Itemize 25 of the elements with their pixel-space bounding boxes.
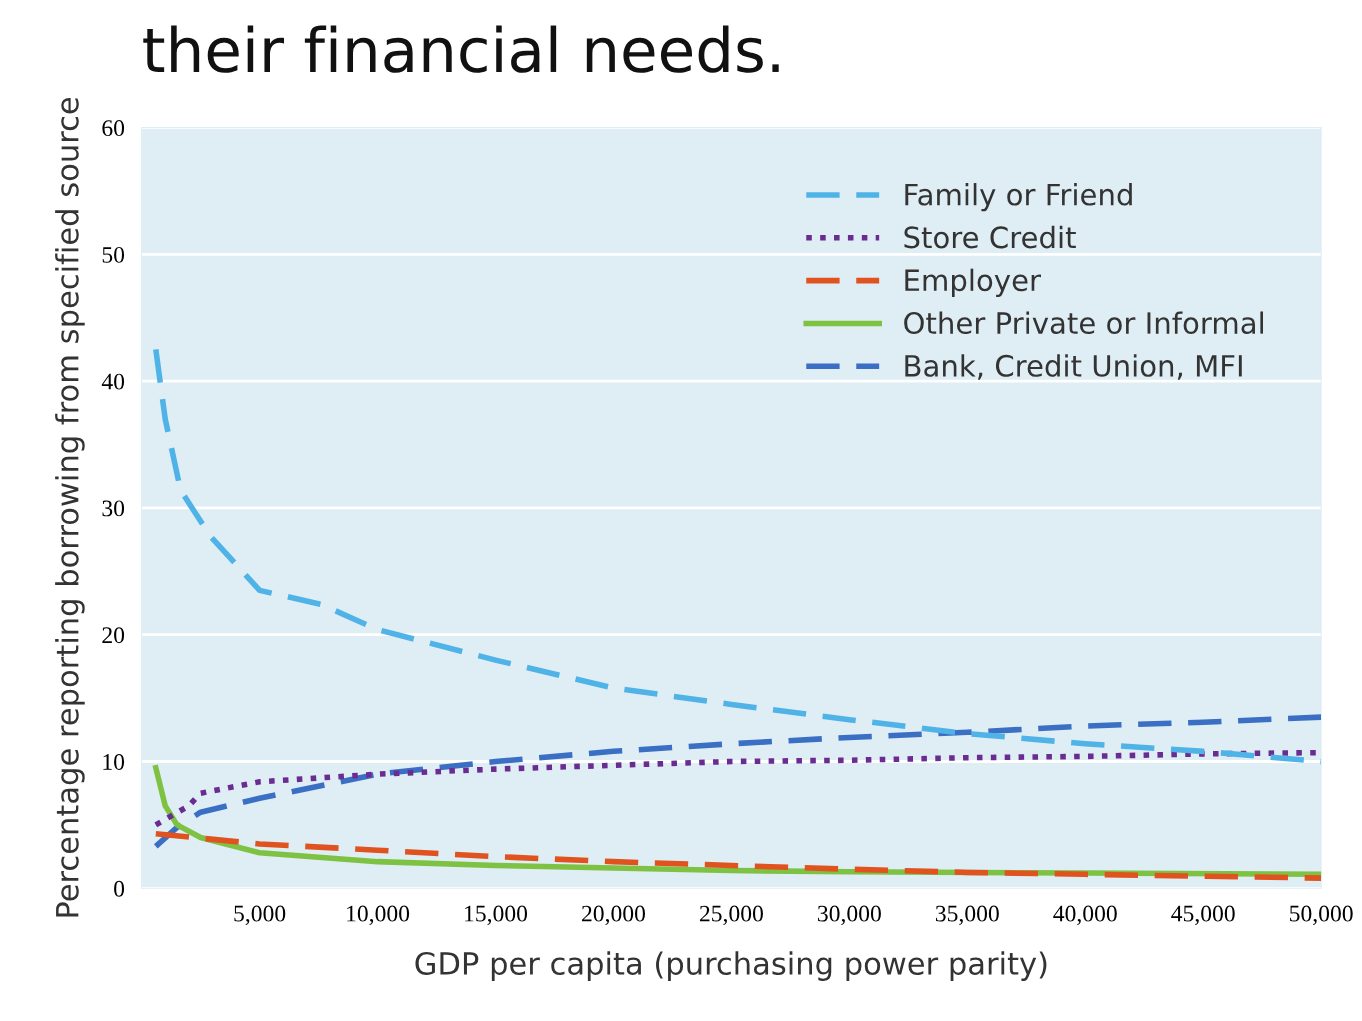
x-tick-label: 20,000 — [582, 905, 646, 925]
legend-label: Family or Friend — [905, 183, 1132, 212]
y-tick-label: 50 — [102, 246, 125, 263]
y-tick-label: 60 — [102, 120, 125, 137]
legend-label: Other Private or Informal — [904, 311, 1263, 335]
y-tick-label: 20 — [102, 627, 125, 644]
y-tick-label: 40 — [101, 373, 125, 390]
x-tick-label: 15,000 — [465, 905, 528, 925]
x-tick-label: 25,000 — [699, 905, 763, 925]
y-tick-label: 10 — [103, 753, 125, 770]
legend-label: Bank, Credit Union, MFI — [905, 354, 1242, 380]
x-axis-title: GDP per capita (purchasing power parity) — [415, 951, 1047, 981]
x-tick-label: 50,000 — [1290, 905, 1353, 925]
x-tick-label: 35,000 — [935, 905, 999, 925]
x-tick-label: 45,000 — [1171, 905, 1235, 925]
y-tick-label: 0 — [114, 880, 125, 897]
chart-title: their financial needs. — [143, 25, 779, 73]
x-tick-label: 5,000 — [234, 905, 286, 925]
x-tick-label: 30,000 — [818, 905, 881, 925]
legend-label: Employer — [905, 268, 1042, 297]
y-axis-title: Percentage reporting borrowing from specified source — [55, 97, 85, 917]
y-tick-label: 30 — [102, 500, 125, 517]
x-tick-label: 10,000 — [347, 905, 410, 925]
legend-label: Store Credit — [904, 225, 1076, 249]
x-tick-label: 40,000 — [1053, 905, 1117, 925]
